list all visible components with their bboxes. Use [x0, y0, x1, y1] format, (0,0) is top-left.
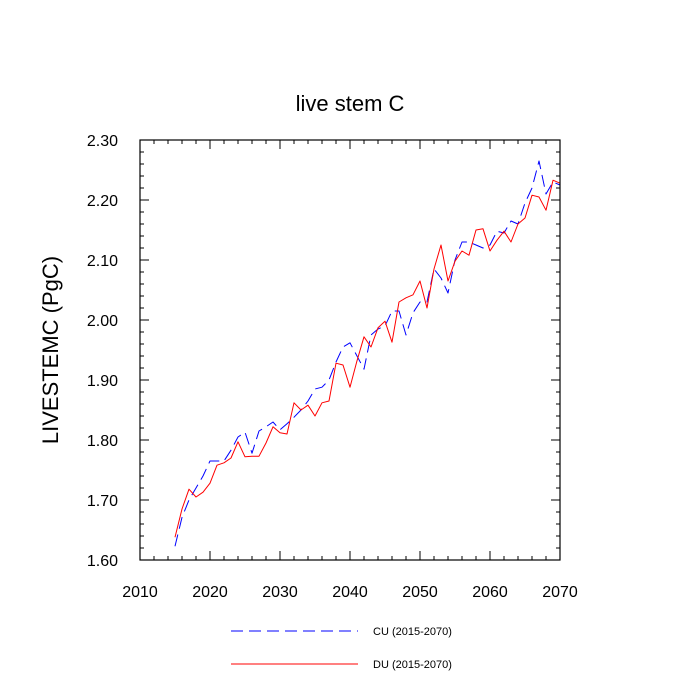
series-lines	[174, 160, 561, 547]
y-tick-label: 2.10	[87, 253, 118, 270]
y-tick-label: 1.70	[87, 493, 118, 510]
y-axis-label: LIVESTEMC (PgC)	[38, 256, 63, 444]
x-tick-label: 2010	[122, 584, 158, 601]
y-tick-label: 2.30	[87, 133, 118, 150]
x-tick-label: 2070	[542, 584, 578, 601]
x-tick-label: 2060	[472, 584, 508, 601]
legend: CU (2015-2070) DU (2015-2070)	[231, 626, 452, 671]
axis-tick-labels: 2010 2020 2030 2040 2050 2060 2070 1.60 1.70 1.80…	[87, 133, 578, 601]
x-tick-label: 2020	[192, 584, 228, 601]
x-tick-label: 2050	[402, 584, 438, 601]
y-tick-label: 1.80	[87, 433, 118, 450]
x-tick-label: 2040	[332, 584, 368, 601]
y-tick-label: 2.00	[87, 313, 118, 330]
y-tick-label: 1.90	[87, 373, 118, 390]
y-tick-label: 2.20	[87, 193, 118, 210]
x-tick-label: 2030	[262, 584, 298, 601]
y-tick-label: 1.60	[87, 553, 118, 570]
plot-frame	[139, 139, 561, 561]
chart-title: live stem C	[296, 91, 405, 116]
series-line-cu	[174, 160, 561, 547]
legend-label-cu: CU (2015-2070)	[373, 626, 452, 638]
axis-ticks	[139, 139, 561, 561]
legend-label-du: DU (2015-2070)	[373, 659, 452, 671]
series-line-du	[174, 179, 561, 538]
